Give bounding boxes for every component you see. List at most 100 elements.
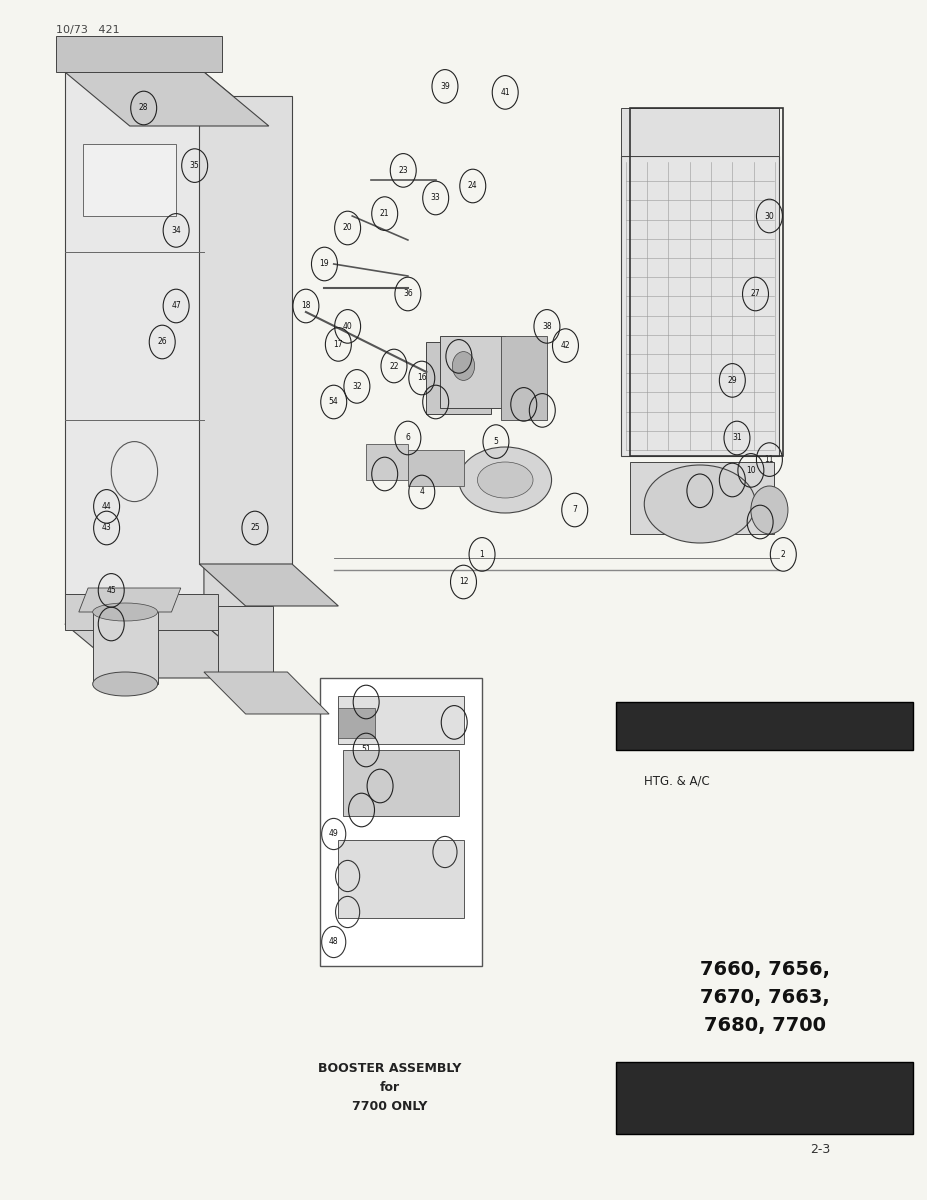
Polygon shape [440, 336, 505, 408]
Text: 52: 52 [450, 718, 459, 727]
Polygon shape [204, 72, 269, 678]
Polygon shape [65, 594, 218, 630]
Text: 47: 47 [171, 301, 181, 311]
Text: 7: 7 [572, 505, 578, 515]
Polygon shape [621, 108, 779, 156]
Polygon shape [65, 72, 204, 624]
Text: 7660, 7656,
7670, 7663,
7680, 7700: 7660, 7656, 7670, 7663, 7680, 7700 [700, 960, 830, 1034]
Text: 37: 37 [538, 406, 547, 415]
Circle shape [452, 352, 475, 380]
Text: 48: 48 [357, 805, 366, 815]
Text: 11: 11 [765, 455, 774, 464]
Text: 51: 51 [343, 871, 352, 881]
Ellipse shape [477, 462, 533, 498]
Text: 43: 43 [102, 523, 111, 533]
Text: 36: 36 [403, 289, 413, 299]
Text: 50: 50 [375, 781, 385, 791]
Polygon shape [501, 336, 547, 420]
Text: 14: 14 [431, 397, 440, 407]
Text: 26: 26 [158, 337, 167, 347]
Bar [338, 696, 464, 744]
Text: 54: 54 [329, 397, 338, 407]
Polygon shape [204, 672, 329, 714]
Text: 40: 40 [343, 322, 352, 331]
Polygon shape [408, 450, 464, 486]
Polygon shape [79, 588, 181, 612]
Text: 38: 38 [542, 322, 552, 331]
FancyBboxPatch shape [616, 702, 913, 750]
Text: 52: 52 [440, 847, 450, 857]
Polygon shape [199, 564, 338, 606]
Text: 9: 9 [730, 475, 735, 485]
Text: 51: 51 [362, 745, 371, 755]
Polygon shape [366, 444, 408, 480]
Text: 17: 17 [334, 340, 343, 349]
Polygon shape [199, 96, 292, 564]
Text: 48: 48 [329, 937, 338, 947]
Text: REPAIR PARTS: REPAIR PARTS [721, 721, 808, 731]
Bar [338, 708, 375, 738]
Text: 19: 19 [320, 259, 329, 269]
Text: 8: 8 [757, 517, 763, 527]
Text: 24: 24 [468, 181, 477, 191]
Text: 39: 39 [440, 82, 450, 91]
Text: 13: 13 [519, 400, 528, 409]
Text: 6: 6 [405, 433, 411, 443]
Text: 44: 44 [102, 502, 111, 511]
Ellipse shape [459, 446, 552, 514]
Polygon shape [65, 72, 269, 126]
Text: 2: 2 [781, 550, 786, 559]
Ellipse shape [93, 602, 158, 622]
Polygon shape [65, 624, 269, 678]
Text: 30: 30 [765, 211, 774, 221]
Polygon shape [630, 462, 774, 534]
Polygon shape [621, 156, 779, 456]
Text: 10: 10 [746, 466, 756, 475]
Text: 49: 49 [362, 697, 371, 707]
Text: 49: 49 [329, 829, 338, 839]
Text: 45: 45 [107, 586, 116, 595]
Ellipse shape [751, 486, 788, 534]
Polygon shape [218, 606, 273, 672]
Text: BOOSTER ASSEMBLY
for
7700 ONLY: BOOSTER ASSEMBLY for 7700 ONLY [318, 1062, 461, 1114]
Text: 10/73   421: 10/73 421 [56, 25, 120, 35]
Text: 20: 20 [343, 223, 352, 233]
Polygon shape [56, 36, 222, 72]
Polygon shape [93, 612, 158, 684]
Text: HTG. & A/C: HTG. & A/C [644, 774, 710, 787]
Text: 50: 50 [343, 907, 352, 917]
Ellipse shape [93, 672, 158, 696]
Text: 27: 27 [751, 289, 760, 299]
Text: PRESIDENTIAL
GAS FURNACES: PRESIDENTIAL GAS FURNACES [719, 1086, 810, 1110]
FancyBboxPatch shape [320, 678, 482, 966]
Text: 21: 21 [380, 209, 389, 218]
Text: 22: 22 [389, 361, 399, 371]
FancyBboxPatch shape [616, 1062, 913, 1134]
Bar [343, 750, 459, 816]
Text: 33: 33 [431, 193, 440, 203]
Text: 25: 25 [250, 523, 260, 533]
Text: 29: 29 [728, 376, 737, 385]
Text: 15: 15 [454, 352, 464, 361]
Text: 31: 31 [732, 433, 742, 443]
Text: 28: 28 [139, 103, 148, 113]
Text: 4: 4 [419, 487, 425, 497]
Text: 23: 23 [399, 166, 408, 175]
Text: 1: 1 [479, 550, 485, 559]
Polygon shape [426, 342, 491, 414]
Text: 18: 18 [301, 301, 311, 311]
Text: 35: 35 [190, 161, 199, 170]
Text: 16: 16 [417, 373, 426, 383]
Bar [630, 108, 783, 456]
Text: 3: 3 [382, 469, 387, 479]
Text: 2-3: 2-3 [810, 1144, 831, 1156]
Text: 41: 41 [501, 88, 510, 97]
Text: 34: 34 [171, 226, 181, 235]
Text: 46: 46 [107, 619, 116, 629]
Text: 12: 12 [459, 577, 468, 587]
Text: 10: 10 [695, 486, 705, 496]
Polygon shape [83, 144, 176, 216]
Ellipse shape [644, 464, 756, 542]
Bar [338, 840, 464, 918]
Text: 42: 42 [561, 341, 570, 350]
